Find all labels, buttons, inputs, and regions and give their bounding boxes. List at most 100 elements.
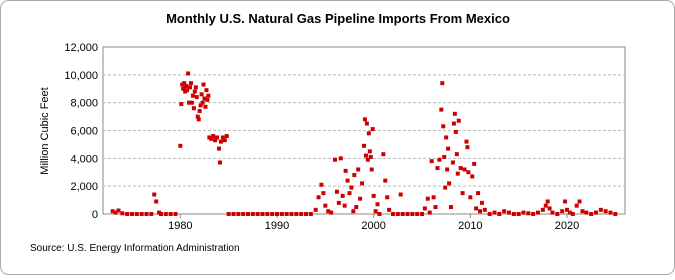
- point: [125, 212, 130, 216]
- point: [431, 195, 436, 200]
- point: [358, 196, 363, 201]
- point: [360, 181, 365, 186]
- point: [347, 191, 352, 196]
- point: [441, 124, 446, 129]
- x-tick-label: 2000: [361, 220, 385, 232]
- point: [391, 212, 395, 216]
- point: [192, 89, 197, 94]
- point: [381, 152, 386, 157]
- point: [598, 207, 603, 212]
- point: [178, 143, 183, 148]
- point: [466, 170, 471, 175]
- point: [154, 199, 159, 204]
- point: [451, 121, 456, 126]
- point: [231, 212, 236, 216]
- point: [199, 92, 204, 97]
- point: [453, 129, 458, 134]
- point: [323, 203, 328, 208]
- point: [447, 181, 452, 186]
- point: [446, 146, 451, 151]
- point: [425, 196, 430, 201]
- point: [168, 212, 173, 216]
- point: [497, 212, 502, 216]
- point: [144, 212, 149, 216]
- point: [299, 212, 304, 216]
- point: [159, 212, 163, 216]
- point: [226, 212, 231, 216]
- point: [521, 210, 526, 215]
- point: [594, 210, 598, 215]
- point: [385, 195, 390, 200]
- point: [203, 104, 208, 109]
- point: [188, 85, 192, 90]
- point: [439, 107, 444, 112]
- point: [313, 207, 318, 212]
- point: [260, 212, 265, 216]
- point: [400, 212, 405, 216]
- point: [398, 192, 403, 197]
- point: [531, 212, 536, 216]
- point: [173, 212, 178, 216]
- point: [113, 210, 118, 215]
- point: [130, 212, 134, 216]
- point: [474, 206, 479, 211]
- point: [163, 212, 168, 216]
- point: [472, 161, 477, 166]
- point: [250, 212, 255, 216]
- point: [456, 118, 461, 123]
- point: [211, 134, 216, 139]
- y-tick-label: 8,000: [70, 98, 98, 110]
- source: Source: U.S. Energy Information Administ…: [30, 243, 240, 254]
- point: [577, 199, 582, 204]
- y-tick-label: 0: [92, 209, 98, 221]
- point: [195, 114, 200, 119]
- point: [543, 203, 548, 208]
- point: [149, 212, 154, 216]
- point: [405, 212, 410, 216]
- point: [191, 106, 196, 111]
- point: [540, 207, 545, 212]
- point: [196, 117, 201, 122]
- point: [603, 209, 608, 214]
- point: [368, 154, 373, 159]
- point: [450, 160, 455, 165]
- point: [321, 191, 326, 196]
- y-tick-label: 6,000: [70, 126, 98, 138]
- point: [182, 81, 187, 86]
- point: [563, 199, 568, 204]
- y-tick-label: 2,000: [70, 181, 98, 193]
- point: [116, 208, 121, 213]
- y-tick-label: 10,000: [64, 70, 98, 82]
- point: [202, 96, 207, 101]
- point: [333, 157, 337, 162]
- point: [460, 191, 465, 196]
- point: [186, 71, 191, 76]
- point: [442, 154, 447, 159]
- point: [487, 212, 492, 216]
- point: [366, 131, 371, 136]
- point: [201, 82, 206, 87]
- point: [545, 199, 550, 204]
- point: [433, 205, 438, 210]
- y-axis-label: Million Cubic Feet: [39, 87, 51, 174]
- point: [289, 212, 294, 216]
- point: [373, 209, 378, 214]
- point: [198, 103, 203, 108]
- point: [209, 136, 214, 141]
- point: [134, 212, 139, 216]
- point: [349, 185, 354, 190]
- point: [190, 93, 195, 98]
- point: [205, 97, 210, 102]
- point: [536, 210, 540, 215]
- point: [387, 207, 392, 212]
- point: [356, 167, 361, 172]
- point: [326, 209, 331, 214]
- point: [222, 138, 227, 143]
- point: [550, 210, 555, 215]
- point: [336, 200, 341, 205]
- point: [236, 212, 241, 216]
- chart-title: Monthly U.S. Natural Gas Pipeline Import…: [166, 11, 510, 26]
- point: [608, 210, 613, 215]
- point: [468, 195, 473, 200]
